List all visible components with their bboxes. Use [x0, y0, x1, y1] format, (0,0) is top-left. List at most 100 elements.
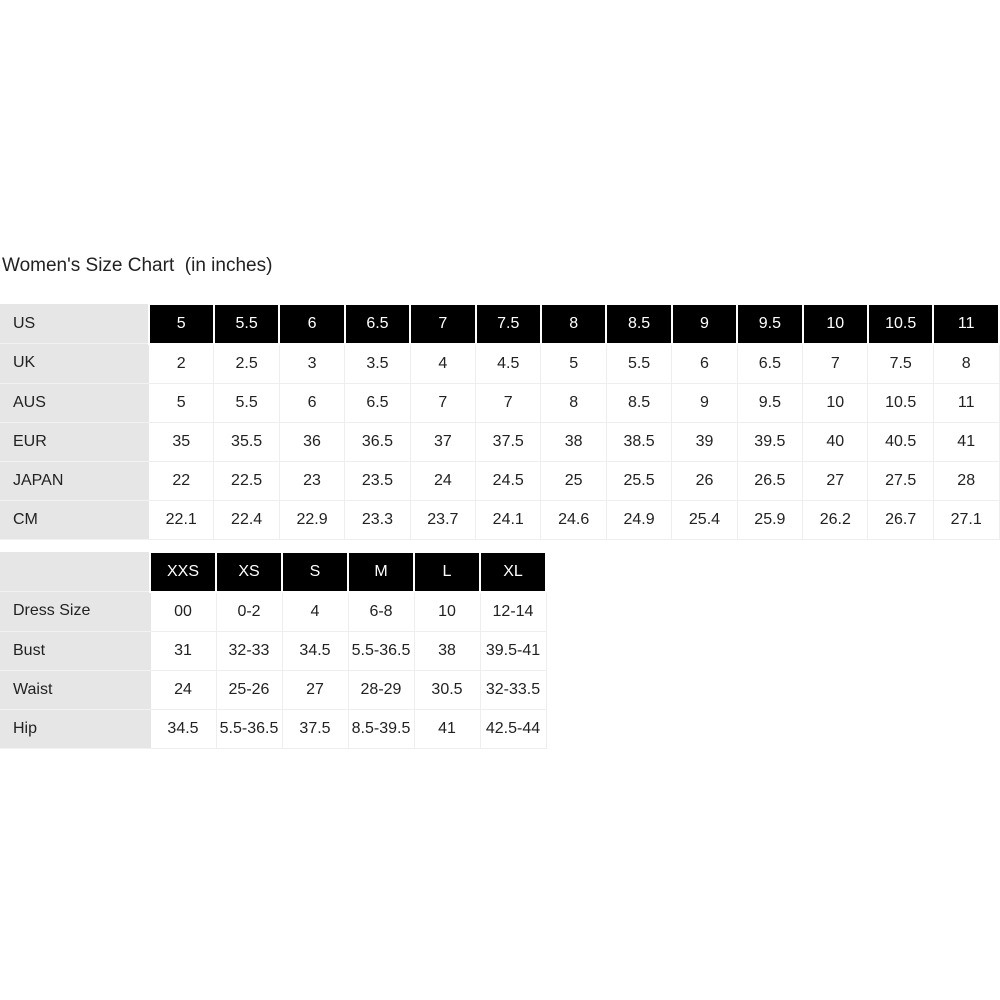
table-cell: 22.9: [278, 499, 346, 540]
table-cell: 35: [148, 421, 215, 462]
table-row: UK 2 2.5 3 3.5 4 4.5 5 5.5 6 6.5 7 7.5 8: [0, 343, 1000, 384]
table-cell: 5: [148, 382, 215, 423]
table-cell: 39.5: [736, 421, 804, 462]
column-header: 6.5: [343, 304, 412, 345]
table-row: Dress Size 00 0-2 4 6-8 10 12-14: [0, 591, 547, 632]
table-cell: 28: [932, 460, 1000, 501]
column-header: 10: [801, 304, 869, 345]
table-cell: 8: [932, 343, 1000, 384]
table-cell: 25: [540, 460, 607, 501]
table-cell: 8.5: [605, 382, 673, 423]
table-cell: 6: [278, 382, 346, 423]
table-cell: 38: [540, 421, 607, 462]
dress-size-table: XXS XS S M L XL Dress Size 00 0-2 4 6-8 10 12-14 Bust…: [0, 552, 547, 749]
table-cell: 5.5: [213, 382, 280, 423]
column-header: 9: [670, 304, 739, 345]
table-cell: 26.2: [802, 499, 869, 540]
table-cell: 00: [149, 591, 217, 632]
table-cell: 2.5: [213, 343, 280, 384]
table-cell: 26.5: [736, 460, 804, 501]
table-cell: 42.5-44: [479, 708, 547, 749]
column-header: 9.5: [736, 304, 804, 345]
row-label: EUR: [0, 421, 150, 462]
column-header: 6: [278, 304, 346, 345]
table-cell: 25.4: [671, 499, 738, 540]
column-header: XXS: [149, 552, 217, 593]
table-cell: 4.5: [475, 343, 542, 384]
table-row: AUS 5 5.5 6 6.5 7 7 8 8.5 9 9.5 10 10.5 11: [0, 382, 1000, 423]
table-cell: 10.5: [867, 382, 934, 423]
row-label: UK: [0, 343, 150, 384]
table-cell: 39.5-41: [479, 630, 547, 671]
row-label: Hip: [0, 708, 151, 749]
table-row: Hip 34.5 5.5-36.5 37.5 8.5-39.5 41 42.5-44: [0, 708, 547, 749]
table-cell: 10: [802, 382, 869, 423]
table-cell: 38: [413, 630, 481, 671]
column-header: S: [281, 552, 349, 593]
table-cell: 27: [802, 460, 869, 501]
table-cell: 5.5-36.5: [347, 630, 415, 671]
table-cell: 8: [540, 382, 607, 423]
table-cell: 24: [149, 669, 217, 710]
row-label: Dress Size: [0, 591, 151, 632]
table-cell: 6.5: [344, 382, 411, 423]
table-cell: 11: [932, 382, 1000, 423]
table-cell: 25-26: [215, 669, 283, 710]
row-label: JAPAN: [0, 460, 150, 501]
table-cell: 34.5: [281, 630, 349, 671]
table-cell: 36: [278, 421, 346, 462]
table-cell: 12-14: [479, 591, 547, 632]
table-cell: 23.3: [344, 499, 411, 540]
table-cell: 2: [148, 343, 215, 384]
table-cell: 37: [409, 421, 477, 462]
table-cell: 36.5: [344, 421, 411, 462]
table-cell: 40: [802, 421, 869, 462]
table-cell: 32-33: [215, 630, 283, 671]
shoe-size-table: US 5 5.5 6 6.5 7 7.5 8 8.5 9 9.5 10 10.5 11 UK 2 2.5 3 3.5…: [0, 304, 1000, 540]
table-cell: 8.5-39.5: [347, 708, 415, 749]
table-row: JAPAN 22 22.5 23 23.5 24 24.5 25 25.5 26 26.5 27 27.…: [0, 460, 1000, 501]
row-label: CM: [0, 499, 150, 540]
column-header: 7: [409, 304, 477, 345]
table-row: EUR 35 35.5 36 36.5 37 37.5 38 38.5 39 39.5 40 40.5 4…: [0, 421, 1000, 462]
table-cell: 0-2: [215, 591, 283, 632]
column-header: 11: [932, 304, 1000, 345]
table-cell: 34.5: [149, 708, 217, 749]
table-cell: 6-8: [347, 591, 415, 632]
table-cell: 7: [409, 382, 477, 423]
table-cell: 22.1: [148, 499, 215, 540]
table-cell: 41: [413, 708, 481, 749]
page-title: Women's Size Chart (in inches): [2, 255, 273, 276]
column-header: 8: [539, 304, 608, 345]
table-cell: 3: [278, 343, 346, 384]
table-row: Bust 31 32-33 34.5 5.5-36.5 38 39.5-41: [0, 630, 547, 671]
row-label: [0, 552, 151, 592]
table-cell: 24.9: [605, 499, 673, 540]
column-header: 8.5: [605, 304, 673, 345]
table-cell: 27.5: [867, 460, 934, 501]
table-cell: 26.7: [867, 499, 934, 540]
table-cell: 22.5: [213, 460, 280, 501]
table-cell: 24.5: [475, 460, 542, 501]
header-row: US 5 5.5 6 6.5 7 7.5 8 8.5 9 9.5 10 10.5 11: [0, 304, 1000, 345]
table-cell: 35.5: [213, 421, 280, 462]
row-label: US: [0, 304, 150, 344]
table-cell: 40.5: [867, 421, 934, 462]
table-cell: 28-29: [347, 669, 415, 710]
column-header: 7.5: [474, 304, 542, 345]
table-cell: 23.7: [409, 499, 477, 540]
table-cell: 26: [671, 460, 738, 501]
header-row: XXS XS S M L XL: [0, 552, 547, 593]
table-cell: 30.5: [413, 669, 481, 710]
table-cell: 22: [148, 460, 215, 501]
table-cell: 7: [802, 343, 869, 384]
table-cell: 4: [281, 591, 349, 632]
column-header: L: [413, 552, 481, 593]
table-cell: 37.5: [281, 708, 349, 749]
table-cell: 7: [475, 382, 542, 423]
table-cell: 10: [413, 591, 481, 632]
table-cell: 27: [281, 669, 349, 710]
row-label: Waist: [0, 669, 151, 710]
table-row: Waist 24 25-26 27 28-29 30.5 32-33.5: [0, 669, 547, 710]
table-cell: 38.5: [605, 421, 673, 462]
